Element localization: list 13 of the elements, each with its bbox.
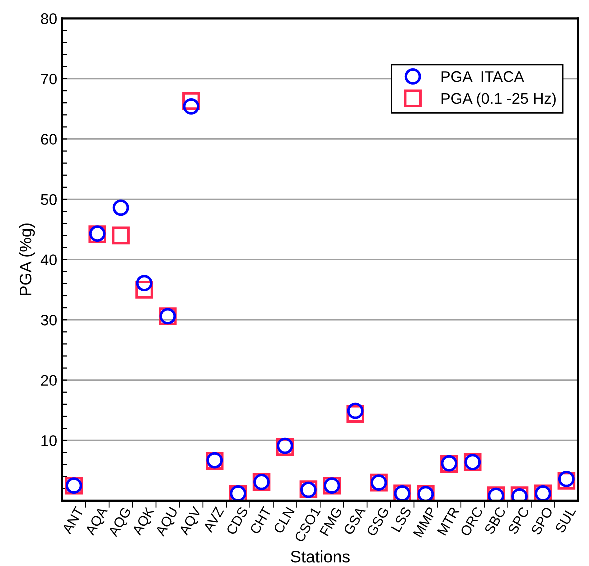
y-tick-label: 30 <box>41 314 57 326</box>
x-tick-label: SUL <box>554 506 576 534</box>
y-tick-label: 70 <box>41 74 57 85</box>
y-tick-label: 50 <box>41 194 57 206</box>
legend-label: PGA ITACA <box>442 71 524 82</box>
y-tick-label: 40 <box>40 254 57 266</box>
y-tick-label: 10 <box>42 436 57 446</box>
y-tick-label: 80 <box>41 14 57 24</box>
legend-label: PGA (0.1 -25 Hz) <box>442 92 556 108</box>
y-axis-title: PGA (%g) <box>19 224 36 296</box>
y-tick-label: 20 <box>41 375 57 386</box>
y-tick-label: 60 <box>41 134 57 145</box>
x-axis-title: Stations <box>291 550 350 563</box>
